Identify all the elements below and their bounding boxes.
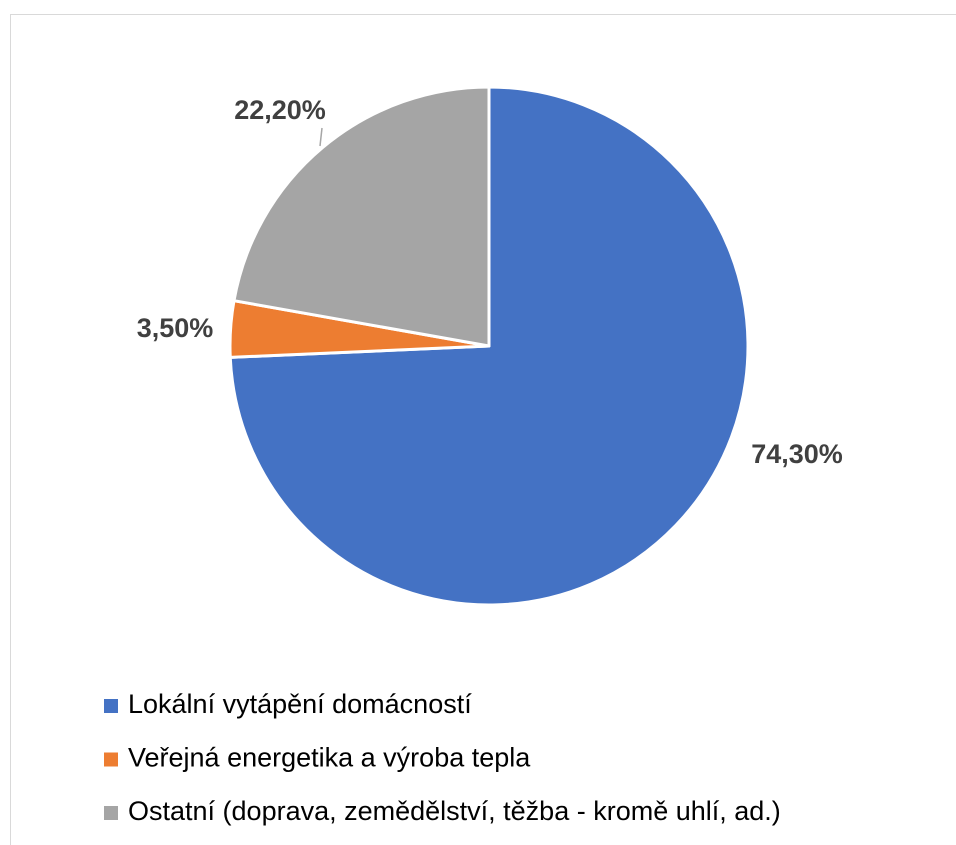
pie-slice (232, 85, 491, 348)
leader-line (319, 127, 323, 147)
value-label: 3,50% (137, 313, 214, 343)
legend-label: Veřejná energetika a výroba tepla (128, 743, 531, 773)
value-label: 74,30% (751, 439, 843, 469)
legend-label: Ostatní (doprava, zemědělství, těžba - k… (128, 796, 781, 826)
legend-swatch (104, 806, 118, 820)
legend-swatch (104, 752, 118, 767)
legend-label: Lokální vytápění domácností (128, 689, 472, 719)
value-label: 22,20% (234, 95, 326, 125)
legend-swatch (104, 699, 118, 713)
chart-border (10, 14, 956, 845)
